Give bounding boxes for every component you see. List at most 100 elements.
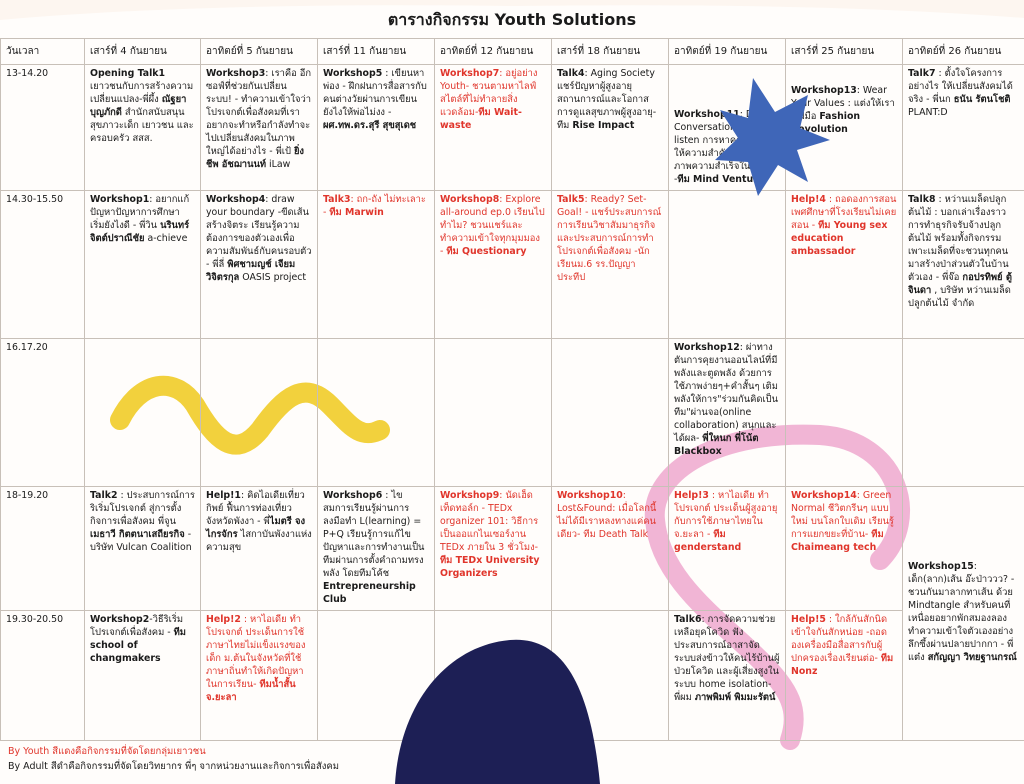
page-title: ตารางกิจกรรม Youth Solutions [387,10,637,29]
day-header: อาทิตย์ที่ 19 กันยายน [668,38,786,65]
session-cell: Talk7 : ตั้งใจโครงการอย่างไร ให้เปลี่ยนส… [902,64,1024,191]
session-cell: Help!5 : ใกล้กันสักนิด เข้าใจกันสักหน่อย… [785,609,903,741]
day-header: อาทิตย์ที่ 5 กันยายน [200,38,318,65]
session-text-part: a-chieve [144,232,188,244]
session-text: Workshop8: Explore all-around ep.0 เรียน… [440,194,546,259]
session-text-part: OASIS project [239,271,307,283]
session-bold-text: ผศ.ทพ.ดร.สุรี สุขสุเดช [323,119,417,131]
session-text: Opening Talk1 เยาวชนกับการสร้างความเปลี่… [90,68,195,146]
session-cell: Workshop2-วิธีริเริ่มโปรเจกต์เพื่อสังคม … [84,609,201,741]
session-text: Help!1: คิดไอเดียเที่ยวกิพย์ ฟื้นการท่อง… [206,490,312,555]
session-text-part: : เราคือ อีกซอฟ์ที่ช่วยกันเปลี่ยนระบบ! -… [206,68,312,157]
session-bold-text: Help!5 [791,613,826,625]
session-text: Workshop5 : เขียนหาพ่อง - ฝึกฝนการสื่อสา… [323,68,429,133]
session-bold-text: Help!4 [791,194,826,205]
session-bold-text: Workshop8 [440,194,500,205]
session-text-part: iLaw [266,158,291,170]
session-bold-text: Talk7 [908,68,936,79]
empty-cell [317,609,435,741]
session-cell: Talk6: การจัดความช่วยเหลือยุคโควิด ฟังปร… [668,609,786,741]
session-bold-text: Workshop4 [206,194,266,205]
session-bold-text: Help!2 [206,613,241,625]
session-cell: Help!2 : หาไอเดีย ทำโปรเจกต์ ประเด็นการใ… [200,609,318,741]
session-bold-text: Workshop15 [908,561,974,573]
session-text: Help!3 : หาไอเดีย ทำโปรเจกต์ ประเด็นผู้ส… [674,490,780,555]
session-text: Talk6: การจัดความช่วยเหลือยุคโควิด ฟังปร… [674,614,780,705]
session-bold-text: ทีม Mind Venture [677,174,765,186]
session-text: Talk3: ถก-ถัง ไม่ทะเลาะ - ทีม Marwin [323,194,429,220]
session-bold-text: Entrepreneurship Club [323,580,416,605]
session-text-part: : ไขสมการเรียนรู้ผ่านการลงมือทำ L(learni… [323,490,425,579]
session-bold-text: เมธาวี กิตตนาเสถียรกิจ [90,528,185,540]
session-cell: Help!4 : ถอดองการสอนเพศศึกษาที่โรงเรียนไ… [785,190,903,339]
session-bold-text: ทีม TEDx University Organizers [440,554,540,579]
session-cell: Workshop5 : เขียนหาพ่อง - ฝึกฝนการสื่อสา… [317,64,435,191]
time-slot-label: 18-19.20 [0,486,85,611]
day-header: อาทิตย์ที่ 12 กันยายน [434,38,552,65]
session-bold-text: Workshop5 [323,68,383,79]
session-bold-text: Workshop13 [791,85,857,96]
header-row: วันเวลา เสาร์ที่ 4 กันยายน อาทิตย์ที่ 5 … [0,38,1024,65]
session-bold-text: Workshop3 [206,68,266,79]
session-bold-text: ธนัน รัตนโชติ [953,93,1011,105]
session-cell: Opening Talk1 เยาวชนกับการสร้างความเปลี่… [84,64,201,191]
session-text: Workshop12: ผ่าทางตันการคุยงานออนไลน์ที่… [674,342,780,459]
schedule-table: วันเวลา เสาร์ที่ 4 กันยายน อาทิตย์ที่ 5 … [0,38,1024,741]
session-bold-text: Workshop9 [440,490,500,501]
session-bold-text: Opening Talk1 [90,68,166,79]
session-text: Workshop9: นัดเฮ็ดเท็ดทอล์ก - TEDx organ… [440,490,546,581]
session-bold-text: Talk8 [908,194,936,205]
session-cell: Workshop11: Deep Conversation-active lis… [668,64,786,191]
session-bold-text: Talk4 [557,68,585,79]
session-text: Workshop2-วิธีริเริ่มโปรเจกต์เพื่อสังคม … [90,614,195,666]
session-bold-text: Workshop12 [674,342,740,353]
session-bold-text: ทีม Marwin [329,206,384,218]
session-text: Workshop3: เราคือ อีกซอฟ์ที่ช่วยกันเปลี่… [206,68,312,172]
session-text: Workshop15: เด็ก(ลาก)เส้น อ๊ะป่าววว? - ช… [908,561,1019,665]
legend-footer: By Youth สีแดงคือกิจกรรมที่จัดโดยกลุ่มเย… [8,744,339,774]
session-text: Workshop6 : ไขสมการเรียนรู้ผ่านการลงมือท… [323,490,429,607]
session-bold-text: ทีม Questionary [446,245,527,257]
session-text: Help!2 : หาไอเดีย ทำโปรเจกต์ ประเด็นการใ… [206,614,312,705]
time-slot-row: 16.17.20 Workshop12: ผ่าทางตันการคุยงานอ… [0,338,1024,487]
session-bold-text: Help!3 [674,490,709,501]
session-bold-text: Talk5 [557,194,585,205]
empty-cell [785,338,903,487]
day-header: อาทิตย์ที่ 26 กันยายน [902,38,1024,65]
time-column-header: วันเวลา [0,38,85,65]
session-text-part: : Ready? Set-Goal! - แชร์ประสบการณ์การเร… [557,194,662,283]
session-text: Talk8 : หว่านเมล็ดปลูกต้นไม้ : บอกเล่าเร… [908,194,1019,311]
empty-cell [200,338,318,487]
session-bold-text: ภาพพิมพ์ พิมมะรัตน์ [694,691,776,703]
session-text: Talk4: Aging Society แชร์ปัญหาผู้สูงอายุ… [557,68,663,133]
session-text-part: : เด็ก(ลาก)เส้น อ๊ะป่าววว? - ชวนกันมาลาก… [908,561,1015,664]
session-cell: Workshop14: Green Normal ชีวิตกรีนๆ แบบใ… [785,486,903,611]
session-bold-text: Workshop7 [440,68,500,79]
session-bold-text: Rise Impact [572,119,635,131]
session-cell: Talk2 : ประสบการณ์การริเริ่มโปรเจกต์ สู่… [84,486,201,611]
day-header: เสาร์ที่ 11 กันยายน [317,38,435,65]
empty-cell [317,338,435,487]
legend-adult: By Adult สีดำคือกิจกรรมที่จัดโดยวิทยากร … [8,761,340,773]
session-text-part: PLANT:D [908,106,948,118]
session-cell: Workshop1: อยากแก้ปัญหาปัญหาการศึกษา เริ… [84,190,201,339]
session-text: Talk5: Ready? Set-Goal! - แชร์ประสบการณ์… [557,194,663,285]
session-bold-text: Workshop10 [557,490,623,501]
session-text: Talk7 : ตั้งใจโครงการอย่างไร ให้เปลี่ยนส… [908,68,1019,120]
session-cell: Help!1: คิดไอเดียเที่ยวกิพย์ ฟื้นการท่อง… [200,486,318,611]
session-cell: Help!3 : หาไอเดีย ทำโปรเจกต์ ประเด็นผู้ส… [668,486,786,611]
empty-cell [551,609,669,741]
session-bold-text: Workshop1 [90,194,150,205]
time-slot-row: 18-19.20 Talk2 : ประสบการณ์การริเริ่มโปร… [0,486,1024,741]
session-cell [668,190,786,339]
session-bold-text: Talk3 [323,194,351,205]
session-cell: Workshop12: ผ่าทางตันการคุยงานออนไลน์ที่… [668,338,786,487]
day-header: เสาร์ที่ 18 กันยายน [551,38,669,65]
session-text: Workshop1: อยากแก้ปัญหาปัญหาการศึกษา เริ… [90,194,195,246]
session-cell: Workshop13: Wear Your Values : แต่งให้เร… [785,64,903,191]
time-slot-label: 13-14.20 [0,64,85,191]
time-slot-row: 19.30-20.50 Workshop2-วิธีริเริ่มโปรเจกต… [0,609,1024,741]
session-text: Help!5 : ใกล้กันสักนิด เข้าใจกันสักหน่อย… [791,614,897,679]
session-text: Workshop10: Lost&Found: เมื่อโลกนี้ไม่ได… [557,490,663,542]
session-cell: Workshop10: Lost&Found: เมื่อโลกนี้ไม่ได… [551,486,669,611]
